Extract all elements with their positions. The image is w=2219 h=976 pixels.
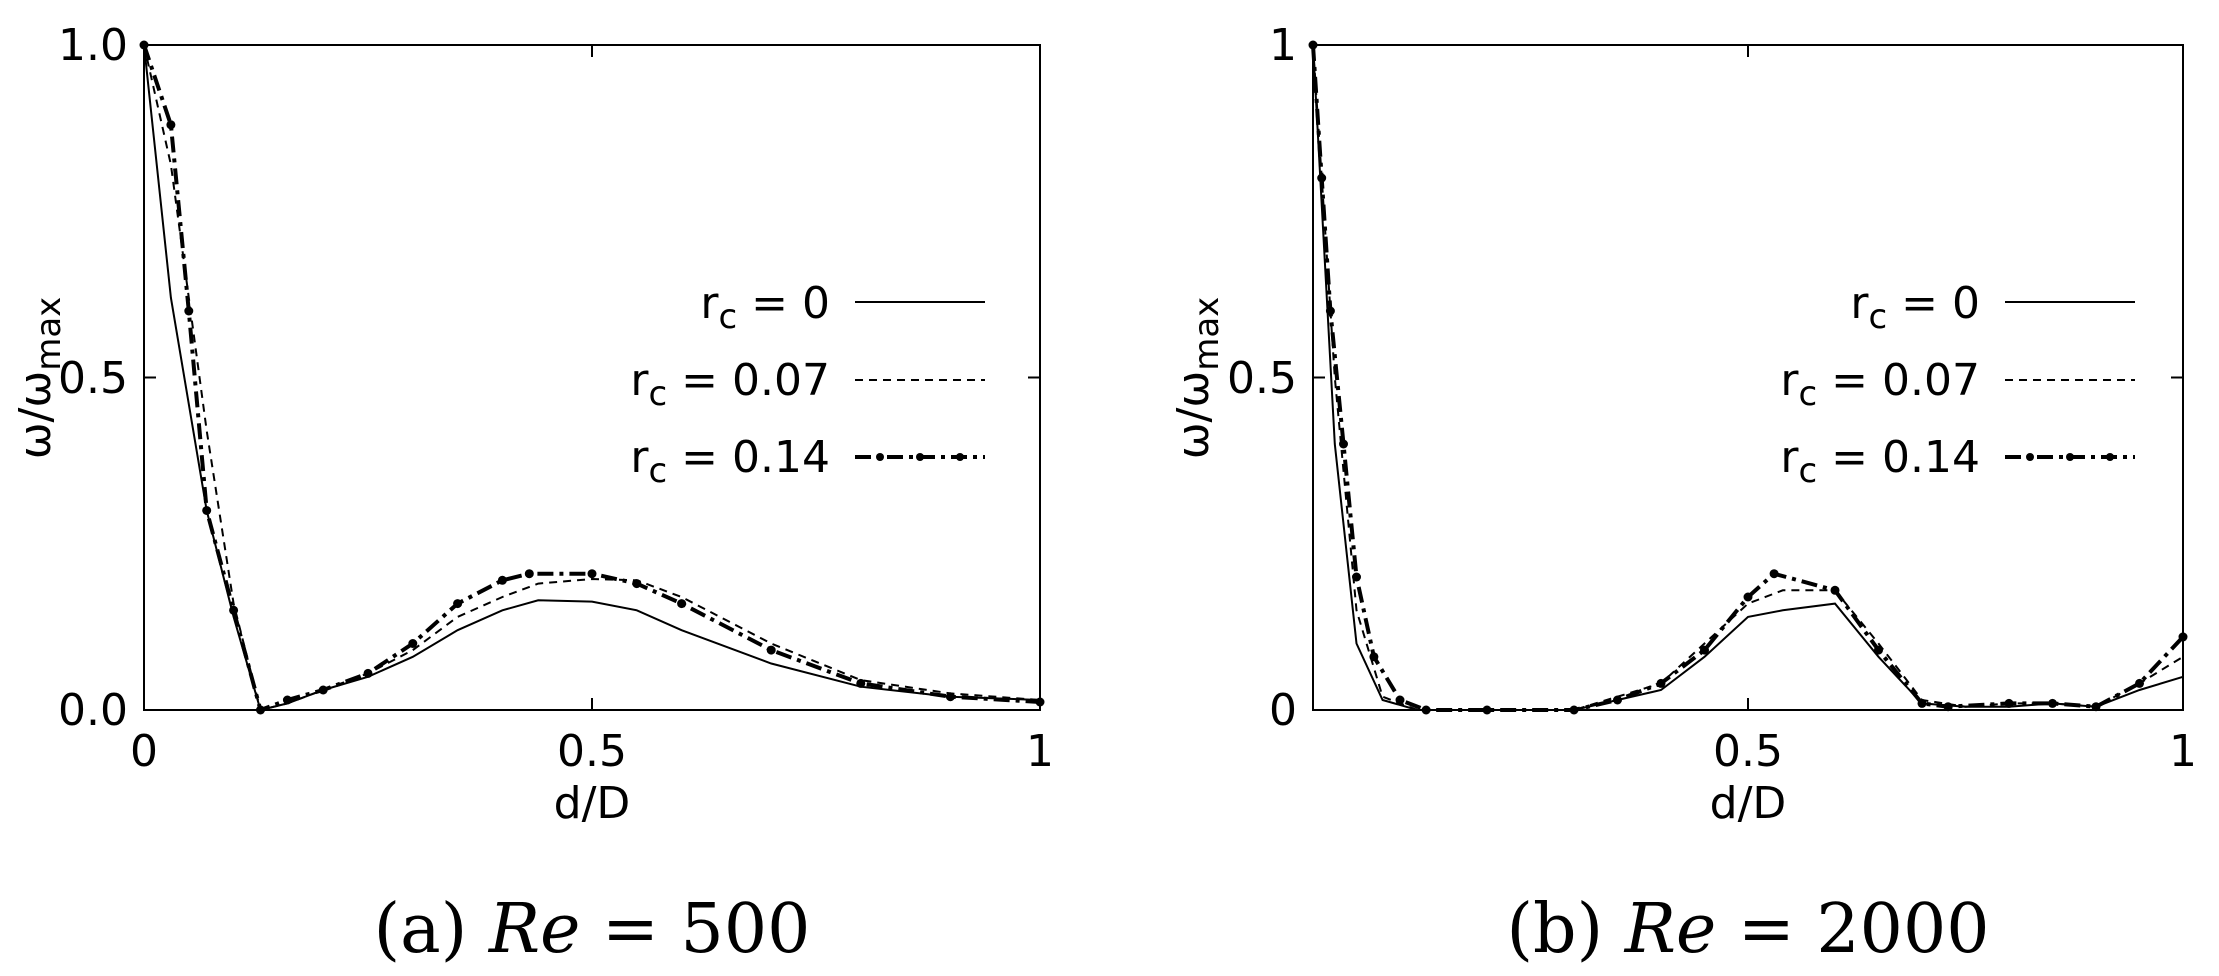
data-point bbox=[1421, 705, 1431, 715]
data-point bbox=[166, 120, 176, 130]
chart-panel-b: 0 0.5 1 0.5 1 d/D ω/ωmax rc = 0 rc = 0.0… bbox=[1168, 20, 2197, 969]
data-point bbox=[256, 705, 265, 715]
data-point bbox=[1613, 695, 1622, 705]
legend-marker bbox=[2066, 453, 2074, 461]
legend: rc = 0 rc = 0.07 rc = 0.14 bbox=[630, 278, 985, 491]
data-point bbox=[2048, 698, 2057, 708]
data-point bbox=[282, 695, 292, 705]
data-point bbox=[524, 569, 534, 579]
legend-label: rc = 0.07 bbox=[630, 355, 830, 414]
legend-label: rc = 0.07 bbox=[1780, 355, 1980, 414]
plot-frame bbox=[1312, 44, 2184, 711]
data-point bbox=[2135, 678, 2144, 688]
series-line-2 bbox=[1311, 44, 2185, 712]
panel-caption: (b) Re = 2000 bbox=[1507, 890, 1990, 969]
legend-marker bbox=[916, 453, 924, 461]
panel-caption: (a) Re = 500 bbox=[374, 890, 811, 969]
y-tick-label: 0 bbox=[1269, 685, 1297, 736]
data-point bbox=[318, 685, 328, 695]
data-point bbox=[1743, 592, 1753, 602]
data-point bbox=[1395, 695, 1405, 705]
data-point bbox=[1325, 306, 1335, 316]
data-point bbox=[1035, 697, 1045, 707]
x-tick-label: 0.5 bbox=[1713, 726, 1783, 777]
legend-label: rc = 0.14 bbox=[1780, 432, 1980, 491]
y-tick-label: 1.0 bbox=[58, 20, 128, 71]
data-point bbox=[1769, 569, 1779, 579]
x-axis-label: d/D bbox=[1710, 778, 1787, 829]
data-point bbox=[1700, 645, 1709, 655]
chart-panel-a: 0.0 0.5 1.0 0 0.5 1 d/D ω/ωmax rc = 0 rc… bbox=[10, 20, 1054, 969]
data-point bbox=[587, 569, 597, 579]
y-tick-label: 0.0 bbox=[58, 685, 128, 736]
data-point bbox=[1874, 645, 1883, 655]
data-point bbox=[1339, 439, 1348, 449]
series-line-1 bbox=[1312, 44, 2184, 711]
series-line-2 bbox=[142, 44, 1041, 713]
data-point bbox=[1656, 678, 1666, 688]
data-point bbox=[202, 506, 212, 515]
x-tick-label: 0.5 bbox=[557, 726, 627, 777]
x-axis-label: d/D bbox=[554, 778, 631, 829]
data-point bbox=[766, 645, 776, 655]
data-point bbox=[1369, 652, 1379, 662]
legend-marker bbox=[2106, 453, 2114, 461]
data-point bbox=[229, 605, 239, 615]
y-tick-label: 0.5 bbox=[58, 353, 128, 404]
legend-marker bbox=[2026, 453, 2034, 461]
data-point bbox=[1308, 40, 1318, 50]
data-point bbox=[1317, 173, 1327, 183]
data-point bbox=[856, 678, 866, 688]
series-line-0 bbox=[143, 44, 1041, 712]
data-point bbox=[2004, 698, 2014, 708]
series-layer bbox=[139, 40, 1045, 715]
axis-ticks bbox=[1313, 44, 2184, 711]
series-line-1 bbox=[143, 44, 1041, 712]
x-tick-label: 1 bbox=[2169, 726, 2197, 777]
data-point bbox=[1569, 705, 1579, 715]
y-axis-label: ω/ωmax bbox=[1168, 297, 1227, 460]
y-tick-label: 1 bbox=[1269, 20, 1297, 71]
data-point bbox=[1352, 572, 1361, 582]
data-point bbox=[2178, 632, 2188, 642]
data-point bbox=[184, 306, 194, 316]
legend-label: rc = 0.14 bbox=[630, 432, 830, 491]
data-point bbox=[632, 579, 642, 589]
plot-frame bbox=[143, 44, 1041, 711]
data-point bbox=[1943, 702, 1953, 712]
data-point bbox=[1917, 698, 1927, 708]
y-axis-label: ω/ωmax bbox=[10, 297, 69, 460]
data-point bbox=[363, 668, 373, 678]
data-point bbox=[408, 639, 418, 648]
x-tick-label: 0 bbox=[130, 726, 158, 777]
data-point bbox=[139, 40, 149, 50]
data-point bbox=[497, 575, 507, 585]
series-layer bbox=[1308, 40, 2188, 715]
data-point bbox=[2091, 702, 2101, 712]
data-point bbox=[453, 599, 463, 609]
legend-label: rc = 0 bbox=[700, 278, 830, 337]
y-tick-label: 0.5 bbox=[1227, 353, 1297, 404]
legend: rc = 0 rc = 0.07 rc = 0.14 bbox=[1780, 278, 2135, 491]
series-line-0 bbox=[1312, 44, 2184, 711]
legend-label: rc = 0 bbox=[1850, 278, 1980, 337]
data-point bbox=[677, 599, 687, 609]
axis-ticks bbox=[143, 44, 1041, 711]
legend-marker bbox=[876, 453, 884, 461]
data-point bbox=[1482, 705, 1492, 715]
x-tick-label: 1 bbox=[1026, 726, 1054, 777]
legend-marker bbox=[956, 453, 964, 461]
data-point bbox=[945, 692, 955, 702]
data-point bbox=[1830, 585, 1840, 595]
